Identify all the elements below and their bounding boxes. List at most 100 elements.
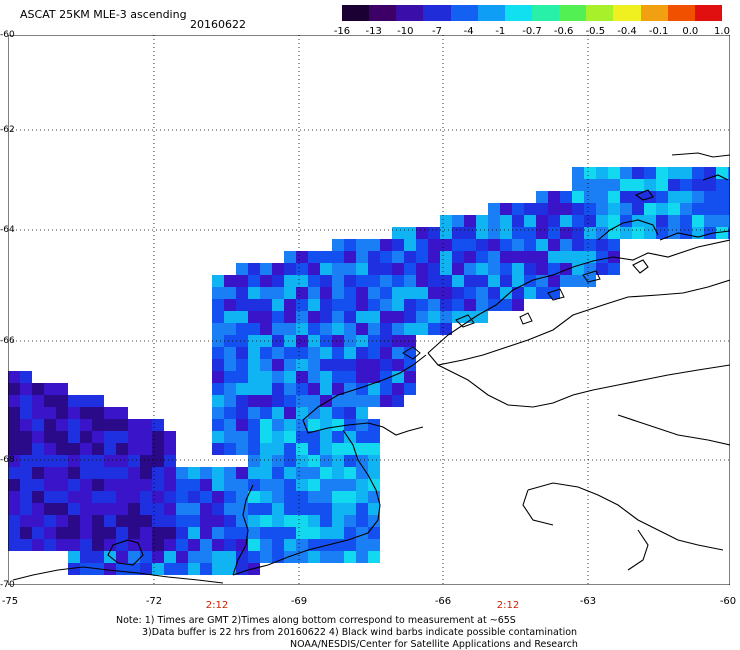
swath-cell (368, 239, 380, 251)
swath-cell (8, 539, 20, 551)
swath-cell (200, 563, 212, 575)
lon-label: -69 (290, 596, 308, 607)
swath-cell (344, 347, 356, 359)
swath-cell (500, 203, 512, 215)
swath-cell (104, 443, 116, 455)
swath-cell (344, 299, 356, 311)
swath-cell (260, 347, 272, 359)
swath-cell (440, 287, 452, 299)
swath-cell (236, 443, 248, 455)
swath-cell (248, 479, 260, 491)
swath-cell (356, 311, 368, 323)
swath-cell (236, 371, 248, 383)
swath-cell (644, 215, 656, 227)
swath-cell (392, 335, 404, 347)
swath-cell (596, 179, 608, 191)
swath-cell (272, 395, 284, 407)
swath-cell (80, 431, 92, 443)
swath-cell (416, 263, 428, 275)
swath-cell (8, 371, 20, 383)
swath-cell (452, 227, 464, 239)
swath-cell (332, 395, 344, 407)
swath-cell (248, 287, 260, 299)
swath-cell (140, 539, 152, 551)
swath-cell (608, 215, 620, 227)
swath-cell (236, 491, 248, 503)
swath-cell (188, 491, 200, 503)
swath-cell (500, 299, 512, 311)
swath-cell (380, 287, 392, 299)
swath-cell (128, 491, 140, 503)
swath-cell (260, 311, 272, 323)
swath-cell (128, 503, 140, 515)
swath-cell (68, 563, 80, 575)
swath-cell (296, 275, 308, 287)
swath-cell (128, 443, 140, 455)
swath-cell (404, 227, 416, 239)
swath-cell (188, 551, 200, 563)
swath-cell (356, 503, 368, 515)
swath-cell (272, 431, 284, 443)
swath-cell (632, 179, 644, 191)
swath-cell (212, 431, 224, 443)
swath-cell (56, 539, 68, 551)
swath-cell (380, 335, 392, 347)
swath-cell (56, 419, 68, 431)
coastline (12, 152, 730, 584)
swath-cell (572, 251, 584, 263)
swath-cell (200, 479, 212, 491)
swath-cell (632, 215, 644, 227)
swath-cell (152, 431, 164, 443)
swath-cell (716, 215, 728, 227)
swath-cell (152, 479, 164, 491)
swath-cell (548, 287, 560, 299)
swath-cell (368, 467, 380, 479)
swath-cell (368, 359, 380, 371)
swath-cell (248, 431, 260, 443)
swath-cell (212, 275, 224, 287)
swath-cell (20, 383, 32, 395)
swath-cell (20, 479, 32, 491)
swath-cell (356, 419, 368, 431)
swath-cell (536, 251, 548, 263)
swath-cell (440, 251, 452, 263)
swath-cell (308, 419, 320, 431)
swath-cell (236, 563, 248, 575)
swath-cell (236, 263, 248, 275)
swath-cell (236, 431, 248, 443)
swath-cell (620, 167, 632, 179)
swath-cell (332, 359, 344, 371)
swath-cell (236, 479, 248, 491)
swath-cell (284, 551, 296, 563)
swath-cell (680, 179, 692, 191)
swath-cell (20, 419, 32, 431)
swath-cell (236, 359, 248, 371)
swath-cell (68, 491, 80, 503)
swath-cell (680, 215, 692, 227)
swath-cell (416, 287, 428, 299)
swath-cell (32, 407, 44, 419)
swath-cell (284, 287, 296, 299)
swath-cell (152, 539, 164, 551)
colorbar-label: -13 (365, 26, 382, 37)
swath-cell (404, 251, 416, 263)
swath-cell (56, 407, 68, 419)
swath-cell (332, 263, 344, 275)
swath-cell (464, 227, 476, 239)
swath-cell (308, 527, 320, 539)
swath-cell (104, 539, 116, 551)
swath-cell (344, 551, 356, 563)
swath-cell (392, 311, 404, 323)
swath-cell (68, 407, 80, 419)
swath-cell (692, 179, 704, 191)
swath-cell (260, 539, 272, 551)
swath-cell (212, 359, 224, 371)
swath-cell (248, 443, 260, 455)
swath-cell (368, 311, 380, 323)
swath-cell (80, 443, 92, 455)
swath-cell (92, 539, 104, 551)
swath-cell (224, 359, 236, 371)
swath-cell (548, 239, 560, 251)
swath-cell (368, 443, 380, 455)
swath-cell (404, 359, 416, 371)
